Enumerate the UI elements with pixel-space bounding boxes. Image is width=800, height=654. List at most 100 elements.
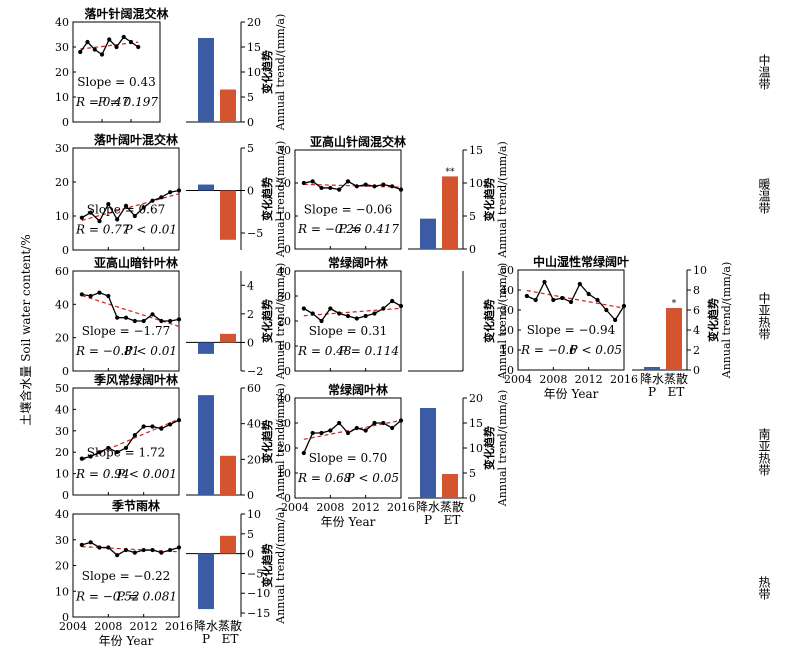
panel-p4: 季风常绿阔叶林 0 10 20 30 40 50 Slope = 1.72 R = 0.94P … (55, 372, 287, 502)
panel-p8: 常绿阔叶林 0 10 20 30 40 2004 2008 2012 2016 年份 Year Slo… (277, 382, 509, 529)
x-tick-label: 2012 (352, 501, 380, 514)
zone-label-tropical: 热带 (757, 576, 771, 600)
y-tick-label: 10 (277, 467, 291, 480)
y-tick-label: 20 (55, 446, 69, 459)
data-point (97, 545, 102, 550)
y-tick-label: 0 (62, 365, 69, 378)
r-label: R = −0.81 (75, 344, 140, 358)
y-tick-label: 50 (55, 382, 69, 395)
precip-label-cn: 降水 (194, 619, 218, 633)
p-value-label: P = 0.114 (338, 344, 399, 358)
data-point (79, 215, 84, 220)
bar-y-tick-label: 5 (469, 210, 476, 223)
y-tick-label: 30 (55, 534, 69, 547)
trend-axis-label-en: Annual trend/(mm/a) (274, 14, 287, 132)
precip-label-en: P (202, 632, 210, 646)
panel-p1: 落叶针阔混交林 0 10 20 30 40 Slope = 0.43 R = 0.47P = … (55, 6, 287, 131)
precip-trend-bar (198, 184, 214, 191)
et-label-cn: 蒸散 (664, 371, 688, 386)
data-point (310, 179, 315, 184)
panel-title: 落叶针阔混交林 (84, 6, 168, 21)
data-point (363, 428, 368, 433)
y-tick-label: 0 (284, 365, 291, 378)
line-plot-frame (72, 147, 180, 251)
data-point (301, 306, 306, 311)
x-tick-label: 2016 (387, 501, 415, 514)
bar-y-tick-label: −2 (247, 365, 263, 378)
bar-y-tick-label: −10 (247, 587, 270, 600)
data-point (97, 450, 102, 455)
y-tick-label: 0 (284, 243, 291, 256)
data-point (123, 445, 129, 451)
data-point (88, 210, 93, 215)
y-tick-label: 60 (55, 265, 69, 278)
y-tick-label: 20 (55, 332, 69, 345)
slope-label: Slope = 0.67 (87, 202, 165, 216)
data-point (390, 425, 395, 431)
data-point (121, 34, 126, 40)
r-label: R = 0.94 (75, 467, 129, 481)
panel-title: 常绿阔叶林 (328, 382, 388, 397)
data-point (176, 418, 182, 423)
bar-y-tick-label: 0 (247, 185, 254, 198)
bar-y-tick-label: −15 (247, 607, 270, 620)
x-axis-label: 年份 Year (321, 515, 376, 529)
trend-axis-label-cn: 变化趋势 (482, 299, 496, 343)
data-point (106, 202, 111, 207)
precip-label-cn: 降水 (640, 372, 664, 386)
y-tick-label: 30 (55, 142, 69, 155)
et-trend-bar (220, 89, 236, 122)
p-value-label: P = 0.197 (97, 95, 158, 109)
precip-trend-bar (420, 218, 436, 249)
data-point (398, 187, 404, 192)
slope-label: Slope = 0.43 (77, 75, 155, 89)
x-axis-label: 年份 Year (99, 634, 154, 648)
x-tick-label: 2008 (316, 501, 344, 514)
data-point (301, 180, 306, 186)
bar-y-tick-label: 10 (469, 442, 483, 455)
p-value-label: P < 0.001 (116, 467, 177, 481)
y-tick-label: 20 (55, 66, 69, 79)
data-point (97, 290, 102, 295)
data-point (78, 49, 83, 55)
data-point (168, 547, 173, 553)
data-point (568, 299, 574, 305)
x-tick-label: 2008 (94, 620, 122, 633)
y-tick-label: 30 (55, 425, 69, 438)
trend-axis-label-en: Annual trend/(mm/a) (274, 263, 287, 381)
data-point (97, 219, 102, 224)
slope-label: Slope = −0.94 (527, 323, 616, 337)
data-point (381, 420, 386, 426)
y-tick-label: 40 (55, 298, 69, 311)
data-point (114, 44, 119, 50)
data-point (176, 188, 182, 193)
data-point (372, 311, 377, 316)
bar-y-tick-label: 6 (693, 304, 700, 317)
y-tick-label: 20 (277, 442, 291, 455)
panel-title: 季节雨林 (111, 498, 160, 513)
significance-marker: ** (446, 167, 456, 177)
precip-trend-bar (198, 38, 214, 122)
data-point (128, 39, 134, 45)
data-point (115, 553, 120, 558)
data-point (150, 547, 155, 553)
data-point (345, 430, 351, 436)
bar-y-tick-label: −5 (247, 567, 263, 580)
trend-axis-label-en: Annual trend/(mm/a) (496, 390, 509, 508)
y-tick-label: 0 (62, 611, 69, 624)
zone-label-warm-temperate: 暖温带 (757, 178, 771, 214)
bar-y-tick-label: 4 (247, 279, 254, 292)
soil-water-series-line (81, 291, 180, 322)
trend-fit-line (81, 294, 180, 328)
data-point (88, 540, 93, 545)
data-point (345, 313, 351, 319)
trend-axis-label-en: Annual trend/(mm/a) (274, 383, 287, 501)
trend-axis-label-en: Annual trend/(mm/a) (496, 263, 509, 381)
data-point (381, 182, 386, 187)
data-point (150, 312, 155, 317)
data-point (345, 179, 351, 184)
soil-water-series-line (303, 180, 402, 191)
y-tick-label: 20 (500, 324, 514, 337)
p-value-label: P < 0.01 (124, 223, 177, 237)
y-tick-label: 10 (55, 468, 69, 481)
